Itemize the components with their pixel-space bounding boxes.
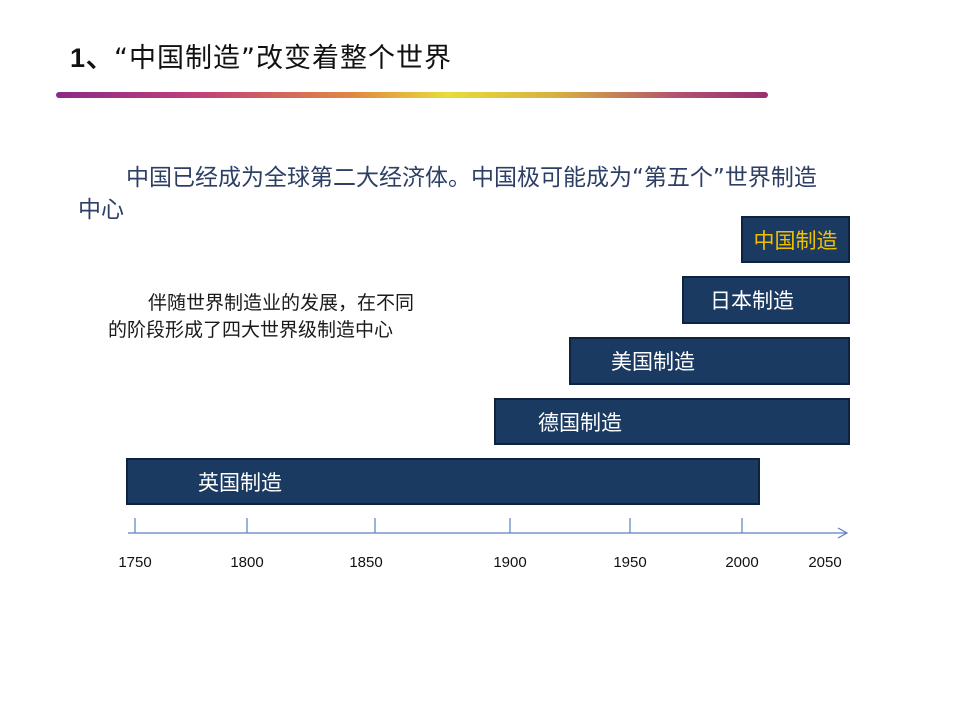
intro-text: 中国已经成为全球第二大经济体。中国极可能成为“第五个”世界制造中心 — [78, 165, 817, 223]
axis-arrow — [837, 527, 849, 539]
page-title: 1、“中国制造”改变着整个世界 — [70, 36, 452, 75]
tick-label-1800: 1800 — [230, 554, 264, 571]
title-text: “中国制造”改变着整个世界 — [114, 43, 453, 74]
bar-label: 英国制造 — [198, 470, 282, 495]
tick-label-1900: 1900 — [493, 554, 527, 571]
intro-paragraph: 中国已经成为全球第二大经济体。中国极可能成为“第五个”世界制造中心 — [78, 162, 818, 226]
bar-usa-manufacturing: 美国制造 — [569, 337, 850, 385]
tick-label-2000: 2000 — [725, 554, 759, 571]
tick-label-2050: 2050 — [808, 554, 842, 571]
bar-uk-manufacturing: 英国制造 — [126, 458, 760, 505]
bar-germany-manufacturing: 德国制造 — [494, 398, 850, 445]
title-underline — [56, 92, 768, 98]
tick-label-1850: 1850 — [349, 554, 383, 571]
tick-label-1950: 1950 — [613, 554, 647, 571]
bar-label: 美国制造 — [611, 350, 695, 374]
note-paragraph: 伴随世界制造业的发展，在不同的阶段形成了四大世界级制造中心 — [108, 290, 428, 344]
bar-japan-manufacturing: 日本制造 — [682, 276, 850, 324]
note-text: 伴随世界制造业的发展，在不同的阶段形成了四大世界级制造中心 — [108, 292, 415, 341]
bar-label: 中国制造 — [753, 228, 838, 253]
title-number: 1、 — [70, 43, 115, 73]
bar-label: 日本制造 — [710, 289, 794, 313]
tick-label-1750: 1750 — [118, 554, 152, 571]
bar-china-manufacturing: 中国制造 — [741, 216, 850, 263]
bar-label: 德国制造 — [538, 410, 622, 435]
